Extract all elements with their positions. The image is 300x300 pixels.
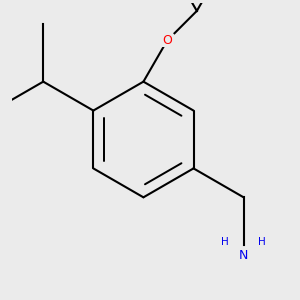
Text: O: O — [162, 34, 172, 47]
Text: N: N — [239, 249, 248, 262]
Text: H: H — [221, 237, 229, 247]
Text: H: H — [258, 237, 266, 247]
